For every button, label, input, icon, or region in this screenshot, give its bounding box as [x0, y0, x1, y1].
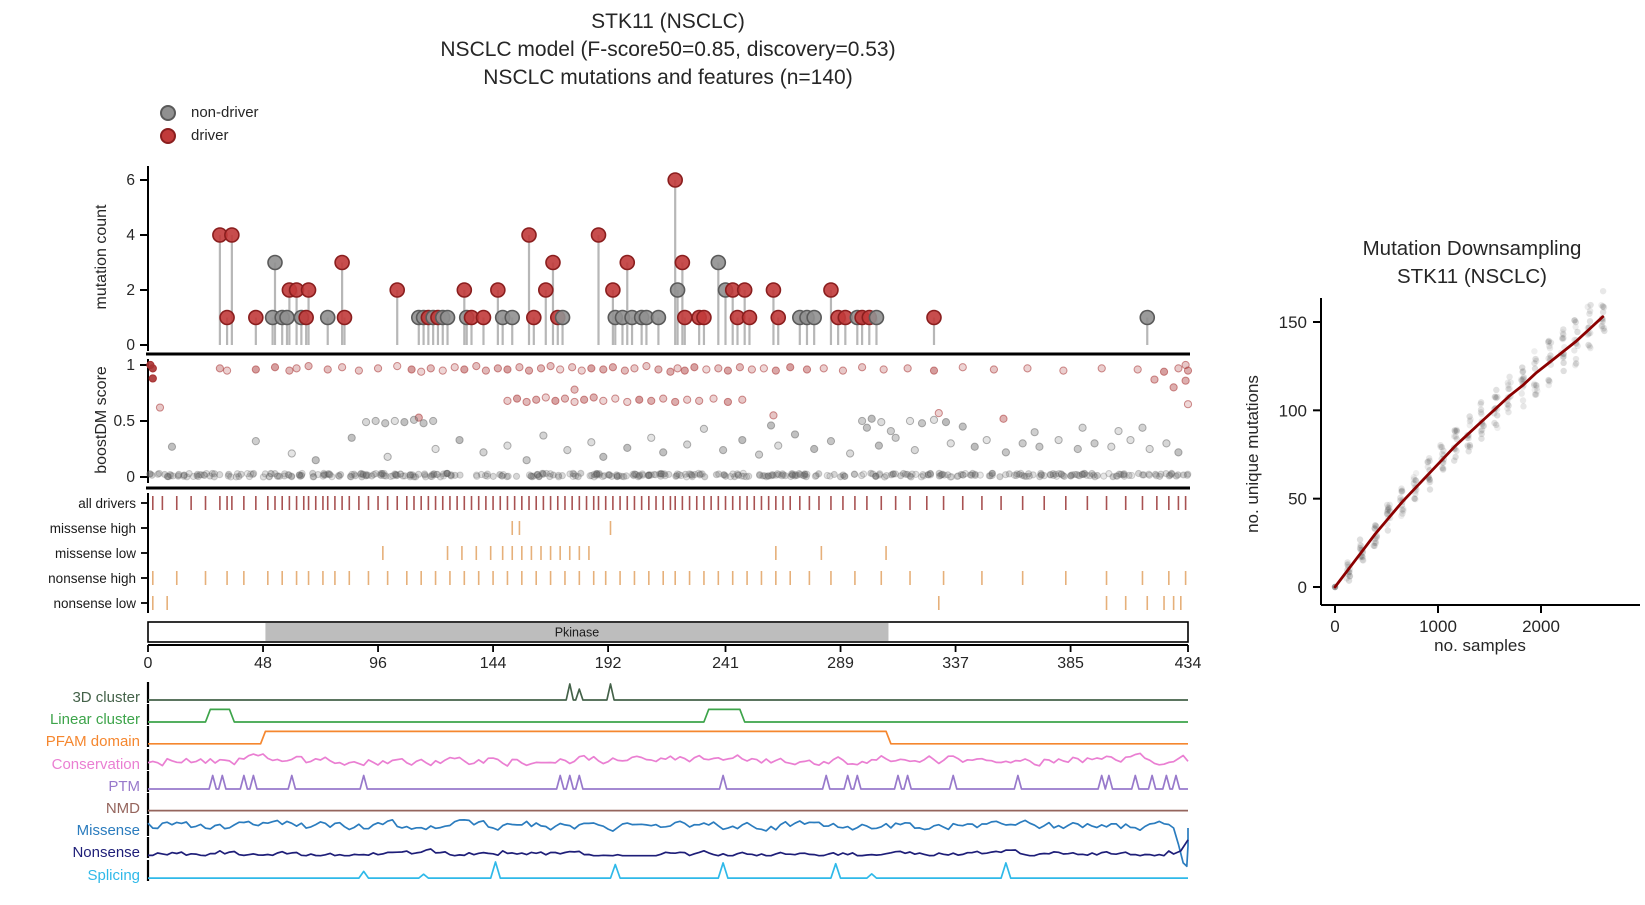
feature-track-line	[148, 861, 1188, 879]
feature-track-label: NMD	[106, 800, 140, 817]
svg-text:2000: 2000	[1522, 617, 1560, 636]
feature-track-label: Splicing	[87, 867, 140, 884]
svg-text:150: 150	[1279, 313, 1307, 332]
svg-text:385: 385	[1057, 655, 1084, 672]
feature-track-label: PTM	[108, 778, 140, 795]
feature-track-label: PFAM domain	[46, 733, 140, 750]
downsampling-curve	[1333, 315, 1605, 589]
feature-track-line	[148, 730, 1188, 745]
rug-row-label: missense high	[50, 521, 136, 536]
legend-item-driver: driver	[160, 124, 259, 147]
svg-text:96: 96	[369, 655, 387, 672]
domain-bar: Pkinase	[147, 621, 1189, 643]
driver-marker-icon	[160, 127, 176, 144]
feature-track-label: Nonsense	[72, 844, 140, 861]
feature-track-line	[148, 683, 1188, 701]
x-axis: 0 48 96 144 192 241 289 337 385 434	[144, 644, 1202, 672]
svg-text:2: 2	[126, 282, 135, 299]
non-driver-marker-icon	[160, 104, 176, 121]
svg-text:50: 50	[1288, 490, 1307, 509]
svg-text:0: 0	[144, 655, 153, 672]
rug-row-label: all drivers	[78, 496, 136, 511]
feature-track-label: Missense	[77, 822, 140, 839]
svg-text:6: 6	[126, 172, 135, 189]
feature-track-line	[148, 774, 1188, 790]
rug-row-label: nonsense low	[53, 596, 136, 611]
page-title-line1: STK11 (NSCLC)	[591, 10, 745, 33]
svg-text:1000: 1000	[1419, 617, 1457, 636]
svg-text:0: 0	[1298, 578, 1307, 597]
svg-text:0: 0	[126, 469, 135, 486]
downsampling-xlabel: no. samples	[1434, 636, 1526, 655]
rug-panel: all drivers missense high missense low nons…	[48, 493, 1187, 613]
downsampling-ylabel: no. unique mutations	[1243, 375, 1262, 533]
legend: non-driver driver	[160, 101, 259, 147]
domain-label: Pkinase	[555, 626, 600, 640]
feature-track-line	[148, 839, 1189, 857]
rug-row-label: nonsense high	[48, 571, 136, 586]
page-title-line3: NSCLC mutations and features (n=140)	[483, 66, 853, 89]
svg-text:144: 144	[480, 655, 507, 672]
legend-label: non-driver	[191, 104, 259, 121]
svg-text:241: 241	[712, 655, 739, 672]
needle-plot: 0 2 4 6	[126, 166, 1190, 356]
svg-text:0.5: 0.5	[113, 413, 135, 430]
feature-track-line	[148, 708, 1188, 723]
feature-track-line	[147, 752, 1189, 767]
downsampling-plot: 0 50 100 150 0 1000 2000	[1279, 287, 1640, 636]
svg-text:48: 48	[254, 655, 272, 672]
feature-track-label: Conservation	[52, 756, 140, 773]
feature-track-label: Linear cluster	[50, 711, 140, 728]
legend-item-non-driver: non-driver	[160, 101, 259, 124]
svg-text:192: 192	[595, 655, 622, 672]
legend-label: driver	[191, 127, 229, 144]
rug-row-label: missense low	[55, 546, 136, 561]
svg-text:1: 1	[126, 357, 135, 374]
downsampling-title-line1: Mutation Downsampling	[1362, 237, 1582, 260]
svg-text:0: 0	[126, 337, 135, 354]
ylabel-boostdm-score: boostDM score	[93, 366, 110, 474]
feature-track-label: 3D cluster	[72, 689, 140, 706]
svg-text:434: 434	[1175, 655, 1202, 672]
svg-text:289: 289	[827, 655, 854, 672]
boostdm-panel: 00.51	[113, 357, 1193, 490]
svg-text:4: 4	[126, 227, 135, 244]
downsampling-title-line2: STK11 (NSCLC)	[1397, 265, 1547, 288]
svg-text:0: 0	[1330, 617, 1339, 636]
ylabel-mutation-count: mutation count	[93, 204, 110, 310]
svg-text:337: 337	[942, 655, 969, 672]
svg-text:100: 100	[1279, 401, 1307, 420]
feature-track-line	[147, 818, 1189, 868]
feature-tracks: 3D cluster Linear cluster PFAM domain Conse…	[46, 682, 1189, 884]
page-title-line2: NSCLC model (F-score50=0.85, discovery=0…	[440, 38, 896, 61]
